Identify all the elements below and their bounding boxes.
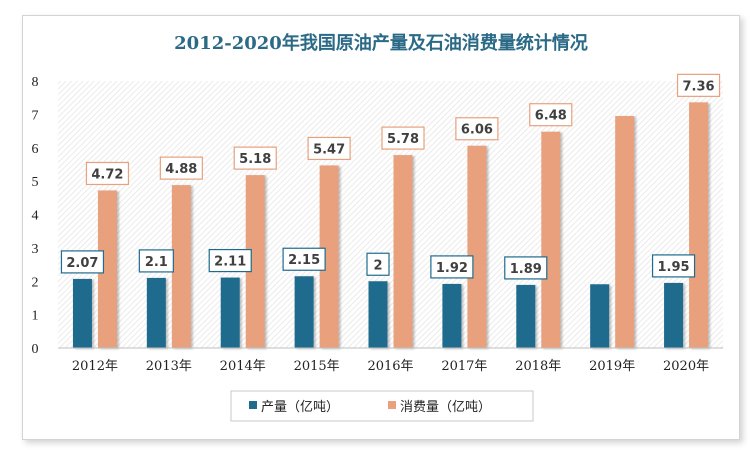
y-tick-label: 2 bbox=[32, 275, 39, 290]
x-tick-label: 2018年 bbox=[515, 359, 561, 374]
data-label: 1.95 bbox=[658, 260, 690, 275]
y-tick-label: 7 bbox=[32, 108, 39, 123]
data-label-box bbox=[138, 249, 174, 273]
production-bar bbox=[664, 282, 684, 348]
bars bbox=[72, 102, 709, 348]
data-label: 4.72 bbox=[91, 167, 123, 182]
production-bar bbox=[146, 277, 166, 348]
x-tick-label: 2017年 bbox=[441, 359, 487, 374]
consumption-bar bbox=[467, 145, 487, 348]
data-label-box bbox=[208, 248, 252, 273]
data-labels: 2.07 4.72 2.1 4.88 2.11 5.18 2.15 5.47 2 5.78 1.92… bbox=[60, 73, 721, 280]
data-label-box bbox=[159, 156, 203, 180]
data-label: 6.06 bbox=[461, 123, 493, 138]
consumption-bar bbox=[393, 155, 413, 348]
consumption-bar bbox=[245, 175, 265, 348]
consumption-bar bbox=[689, 102, 709, 348]
x-tick-label: 2012年 bbox=[72, 359, 118, 374]
y-tick-label: 1 bbox=[32, 309, 39, 324]
data-label-box bbox=[504, 256, 548, 280]
y-tick-label: 6 bbox=[32, 142, 39, 157]
consumption-bar bbox=[97, 190, 117, 348]
legend-box bbox=[230, 390, 534, 422]
data-label-box bbox=[381, 126, 425, 150]
consumption-bar bbox=[615, 116, 635, 348]
data-label-box bbox=[430, 255, 474, 279]
legend-label: 产量（亿吨） bbox=[261, 400, 339, 415]
data-label: 5.78 bbox=[387, 132, 419, 147]
data-label-box bbox=[676, 73, 721, 97]
chart-title: 2012-2020年我国原油产量及石油消费量统计情况 bbox=[174, 32, 588, 54]
data-label: 2.11 bbox=[214, 255, 246, 270]
consumption-bar bbox=[319, 165, 339, 348]
y-tick-label: 4 bbox=[32, 209, 39, 224]
x-tick-label: 2013年 bbox=[146, 359, 192, 374]
data-label-box bbox=[85, 161, 130, 186]
plot-area bbox=[58, 81, 723, 348]
data-label: 1.92 bbox=[436, 261, 468, 276]
data-label-box bbox=[233, 146, 277, 170]
data-label-box bbox=[282, 247, 326, 271]
y-axis: 0 1 2 3 4 5 6 7 8 bbox=[32, 75, 39, 357]
production-bar bbox=[294, 276, 314, 348]
consumption-bar bbox=[171, 185, 191, 348]
data-label: 5.18 bbox=[239, 152, 271, 167]
data-label-box bbox=[60, 250, 105, 274]
production-bar bbox=[590, 284, 610, 348]
production-bar bbox=[442, 283, 462, 348]
data-label: 7.36 bbox=[683, 79, 715, 94]
bar-chart: 2012-2020年我国原油产量及石油消费量统计情况 0 1 2 3 4 5 6 7 8 201… bbox=[32, 32, 723, 422]
data-label: 4.88 bbox=[165, 162, 197, 177]
production-bar bbox=[220, 277, 240, 348]
production-bar bbox=[516, 284, 536, 348]
data-label-box bbox=[455, 117, 499, 141]
data-label-box bbox=[529, 103, 573, 127]
x-tick-label: 2014年 bbox=[220, 359, 266, 374]
data-label: 2.07 bbox=[66, 256, 98, 271]
data-label-box bbox=[366, 252, 390, 276]
data-label: 1.89 bbox=[510, 262, 542, 277]
data-label: 5.47 bbox=[313, 142, 345, 157]
x-tick-label: 2016年 bbox=[367, 359, 413, 374]
y-tick-label: 3 bbox=[32, 242, 39, 257]
legend: 产量（亿吨） 消费量（亿吨） bbox=[230, 390, 534, 422]
data-label: 2.15 bbox=[288, 253, 320, 268]
y-tick-label: 8 bbox=[32, 75, 39, 90]
x-tick-label: 2019年 bbox=[589, 359, 635, 374]
legend-swatch bbox=[388, 401, 396, 409]
data-label: 2.1 bbox=[145, 255, 168, 270]
x-tick-label: 2020年 bbox=[663, 359, 709, 374]
data-label: 2 bbox=[373, 258, 382, 273]
x-axis: 2012年 2013年 2014年 2015年 2016年 2017年 2018年 2019年… bbox=[58, 347, 723, 374]
consumption-bar bbox=[541, 131, 561, 348]
legend-swatch bbox=[249, 401, 257, 409]
chart-frame: 2012-2020年我国原油产量及石油消费量统计情况 0 1 2 3 4 5 6 7 8 201… bbox=[22, 15, 740, 440]
x-tick-label: 2015年 bbox=[294, 359, 340, 374]
data-label-box bbox=[307, 136, 351, 161]
production-bar bbox=[368, 281, 388, 348]
data-label: 6.48 bbox=[535, 109, 567, 124]
y-tick-label: 5 bbox=[32, 175, 39, 190]
y-tick-label: 0 bbox=[32, 342, 39, 357]
legend-label: 消费量（亿吨） bbox=[400, 400, 491, 415]
data-label-box bbox=[651, 254, 696, 278]
production-bar bbox=[72, 278, 92, 348]
